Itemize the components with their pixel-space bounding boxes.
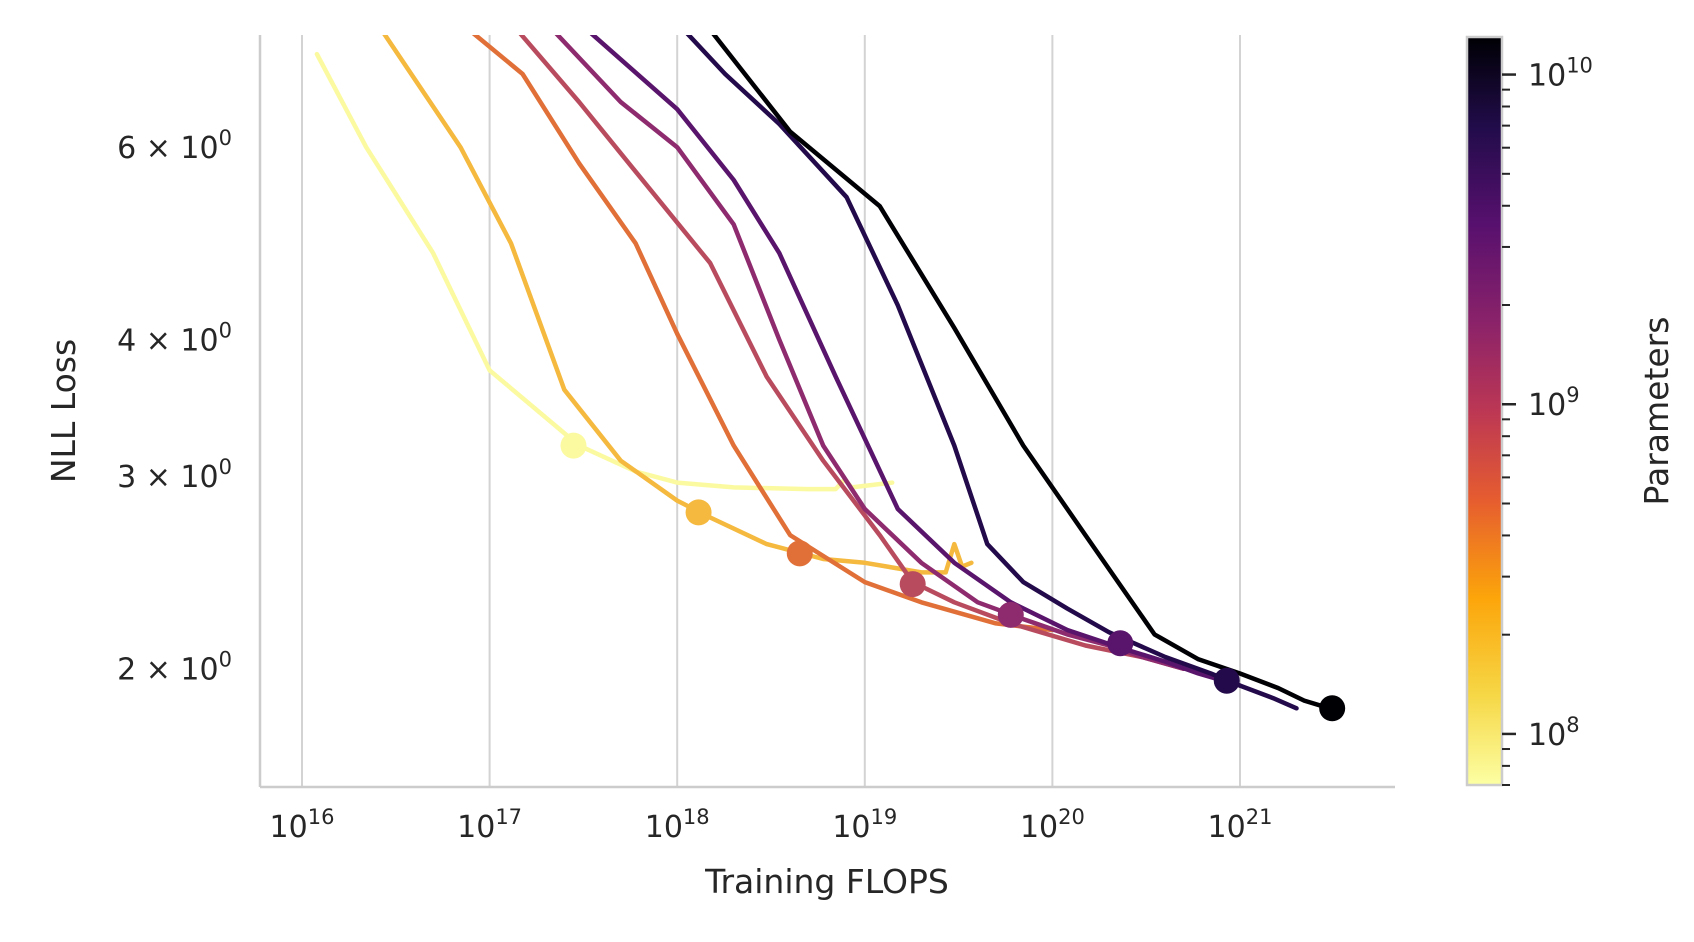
series-line [589, 35, 1243, 688]
y-tick-label: 6 × 100 [117, 126, 232, 166]
series-marker [1319, 695, 1346, 722]
x-tick-labels: 1016 1017 1018 1019 1020 1021 [270, 805, 1273, 845]
x-tick-label: 1018 [645, 805, 710, 845]
x-tick-label: 1016 [270, 805, 335, 845]
x-tick-label: 1021 [1208, 805, 1273, 845]
colorbar [1465, 35, 1504, 787]
plot-markers [560, 432, 1346, 722]
series-line [314, 51, 895, 492]
gridlines [301, 35, 1241, 787]
colorbar-label: Parameters [1637, 317, 1676, 506]
series-marker [899, 571, 926, 598]
x-tick-label: 1019 [832, 805, 897, 845]
colorbar-tick-label: 1010 [1528, 54, 1593, 94]
series-marker [560, 432, 587, 459]
colorbar-ticks: 108 109 1010 [1502, 54, 1593, 786]
y-tick-label: 3 × 100 [117, 455, 232, 495]
series-line [711, 35, 1332, 711]
y-axis-label: NLL Loss [44, 339, 83, 483]
x-tick-label: 1017 [457, 805, 522, 845]
series-marker [786, 540, 813, 567]
series-marker [685, 499, 712, 526]
series-line [518, 35, 1186, 671]
series-line [471, 35, 1055, 633]
y-tick-label: 4 × 100 [117, 319, 232, 359]
x-axis-label: Training FLOPS [704, 862, 949, 901]
series-marker [1213, 667, 1240, 694]
y-tick-label: 2 × 100 [117, 648, 232, 688]
x-tick-label: 1020 [1020, 805, 1085, 845]
y-tick-labels: 2 × 100 3 × 100 4 × 100 6 × 100 [117, 126, 232, 687]
plot-series [314, 35, 1332, 711]
series-marker [997, 601, 1024, 628]
series-marker [1107, 630, 1134, 657]
series-line [382, 35, 974, 575]
colorbar-tick-label: 108 [1528, 713, 1580, 753]
colorbar-tick-label: 109 [1528, 383, 1580, 423]
